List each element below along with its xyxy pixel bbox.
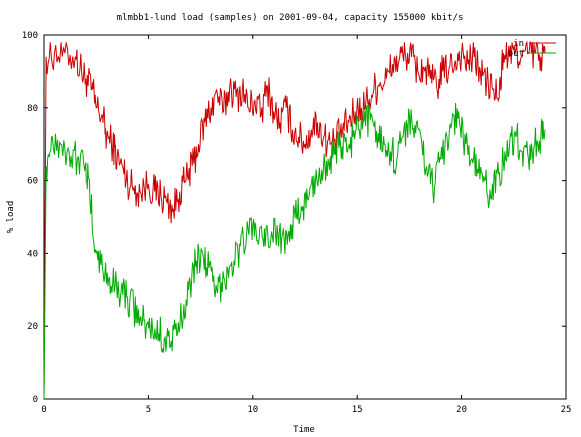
tick-labels: 0 5 10 15 20 25 0 20 40 60 80 100	[22, 31, 572, 415]
legend-label-out: out	[508, 49, 524, 59]
axes	[43, 34, 567, 400]
legend-label-in: in	[513, 39, 524, 49]
y-tick-label: 60	[27, 177, 38, 187]
y-axis-label: % load	[6, 201, 16, 234]
plot-frame	[43, 34, 567, 400]
x-tick-label: 15	[352, 405, 363, 415]
y-tick-label: 40	[27, 249, 38, 259]
x-axis-label: Time	[293, 425, 315, 435]
x-tick-label: 25	[561, 405, 572, 415]
y-tick-label: 0	[33, 395, 38, 405]
series-in-line	[43, 40, 546, 400]
x-tick-label: 10	[247, 405, 258, 415]
series-group	[43, 40, 546, 400]
x-tick-label: 5	[146, 405, 151, 415]
chart-title: mlmbb1-lund load (samples) on 2001-09-04…	[117, 13, 464, 23]
y-tick-label: 20	[27, 322, 38, 332]
series-out-line	[43, 102, 546, 400]
y-tick-label: 80	[27, 104, 38, 114]
x-tick-label: 0	[41, 405, 46, 415]
x-tick-label: 20	[456, 405, 467, 415]
y-tick-label: 100	[22, 31, 38, 41]
